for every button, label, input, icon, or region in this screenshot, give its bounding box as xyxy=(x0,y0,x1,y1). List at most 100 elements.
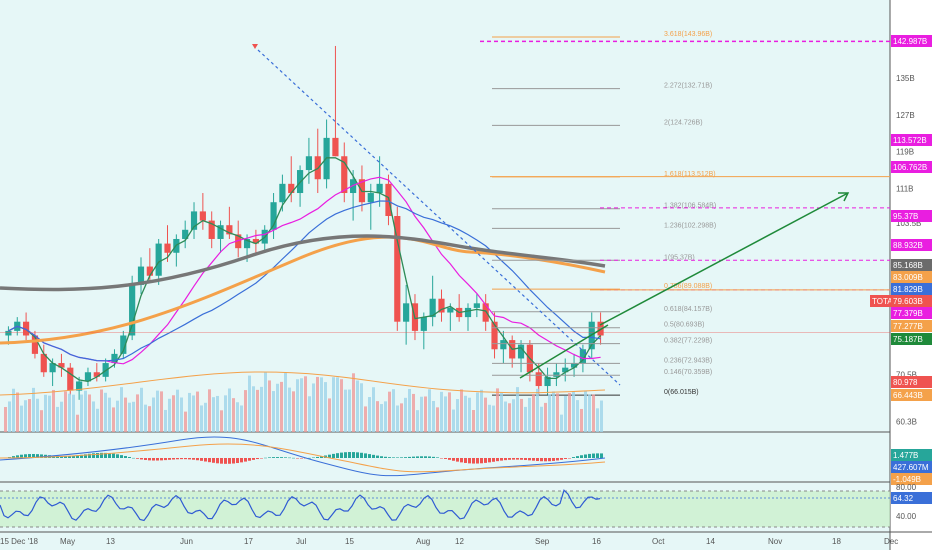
volume-bar xyxy=(56,406,59,432)
time-axis-label: Oct xyxy=(652,537,665,546)
candle xyxy=(420,317,427,331)
macd-histogram-bar xyxy=(512,458,515,460)
volume-bar xyxy=(388,391,391,432)
volume-bar xyxy=(8,401,11,432)
volume-bar xyxy=(340,379,343,432)
candle xyxy=(394,216,401,322)
fib-level-label: 2(124.726B) xyxy=(664,119,703,126)
volume-bar xyxy=(192,395,195,432)
fib-level-label: 1.618(113.512B) xyxy=(664,171,716,178)
volume-bar xyxy=(312,383,315,432)
volume-bar xyxy=(372,387,375,432)
macd-histogram-bar xyxy=(100,452,103,458)
macd-histogram-bar xyxy=(308,457,311,459)
macd-histogram-bar xyxy=(552,458,555,461)
volume-bar xyxy=(504,401,507,432)
macd-histogram-bar xyxy=(128,456,131,458)
price-badge xyxy=(891,307,932,319)
volume-bar xyxy=(420,396,423,432)
macd-badge-label: -1.049B xyxy=(893,475,921,484)
macd-histogram-bar xyxy=(568,458,571,459)
candle xyxy=(341,156,348,194)
candle xyxy=(217,225,224,239)
price-badge xyxy=(891,161,932,173)
volume-bar xyxy=(124,397,127,432)
candle xyxy=(111,353,118,364)
macd-histogram-bar xyxy=(320,456,323,458)
ma-slow-line xyxy=(8,200,601,362)
volume-bar xyxy=(304,376,307,432)
volume-bar xyxy=(436,407,439,432)
macd-histogram-bar xyxy=(500,458,503,461)
volume-bar xyxy=(272,391,275,432)
macd-histogram-bar xyxy=(112,453,115,458)
candle xyxy=(93,372,100,377)
candle xyxy=(31,335,39,354)
macd-histogram-bar xyxy=(560,458,563,460)
macd-histogram-bar xyxy=(224,458,227,464)
macd-histogram-bar xyxy=(148,458,151,461)
volume-bar xyxy=(96,408,99,432)
macd-histogram-bar xyxy=(252,458,255,460)
macd-histogram-bar xyxy=(296,458,299,459)
volume-bar xyxy=(60,401,63,432)
candle xyxy=(5,330,12,336)
volume-bar xyxy=(168,398,171,432)
macd-histogram-bar xyxy=(364,453,367,458)
price-badge-label: 77.379B xyxy=(893,309,923,318)
rsi-badge xyxy=(891,492,932,504)
macd-histogram-bar xyxy=(176,458,179,460)
fib-level-label: 1(95.37B) xyxy=(664,254,695,261)
macd-histogram-bar xyxy=(488,458,491,463)
macd-histogram-bar xyxy=(400,457,403,458)
volume-bar xyxy=(88,394,91,432)
candle xyxy=(544,376,551,387)
volume-bar xyxy=(560,414,563,432)
macd-badge-label: 427.607M xyxy=(893,463,929,472)
volume-bar xyxy=(120,387,123,432)
volume-bar xyxy=(588,394,591,432)
macd-histogram-bar xyxy=(496,458,499,462)
macd-histogram-bar xyxy=(468,458,471,464)
price-badge-label: 79.603B xyxy=(893,297,923,306)
candle xyxy=(120,335,127,354)
fib-level-label: 0.146(70.359B) xyxy=(664,369,712,376)
volume-bar xyxy=(188,392,191,432)
macd-histogram-bar xyxy=(384,456,387,458)
volume-bar xyxy=(320,377,323,432)
candle xyxy=(67,367,74,391)
price-badge xyxy=(891,134,932,146)
macd-histogram-bar xyxy=(368,454,371,458)
macd-histogram-bar xyxy=(540,458,543,462)
macd-histogram-bar xyxy=(116,454,119,458)
price-tick-label: 135B xyxy=(896,74,915,83)
candle xyxy=(570,363,578,368)
macd-histogram-bar xyxy=(268,457,271,458)
time-axis-label: 15 Dec '18 xyxy=(0,537,39,546)
volume-bar xyxy=(268,380,271,432)
volume-bar xyxy=(28,399,31,432)
candle xyxy=(553,372,560,377)
macd-histogram-bar xyxy=(248,458,251,461)
volume-bar xyxy=(264,372,267,432)
macd-histogram-bar xyxy=(68,455,71,458)
price-badge-label: 66.443B xyxy=(893,391,923,400)
macd-histogram-bar xyxy=(92,453,95,458)
candle xyxy=(49,363,56,373)
volume-bar xyxy=(200,405,203,432)
volume-bar xyxy=(184,411,187,432)
volume-bar xyxy=(528,397,531,432)
macd-histogram-bar xyxy=(332,453,335,458)
volume-bar xyxy=(448,392,451,432)
volume-bar xyxy=(360,383,363,432)
macd-histogram-bar xyxy=(452,458,455,461)
macd-histogram-bar xyxy=(396,457,399,458)
macd-histogram-bar xyxy=(212,458,215,463)
macd-histogram-bar xyxy=(328,454,331,458)
price-badge xyxy=(891,295,932,307)
volume-group xyxy=(4,372,603,432)
macd-histogram-bar xyxy=(392,457,395,458)
volume-bar xyxy=(336,377,339,432)
volume-bar xyxy=(296,379,299,432)
